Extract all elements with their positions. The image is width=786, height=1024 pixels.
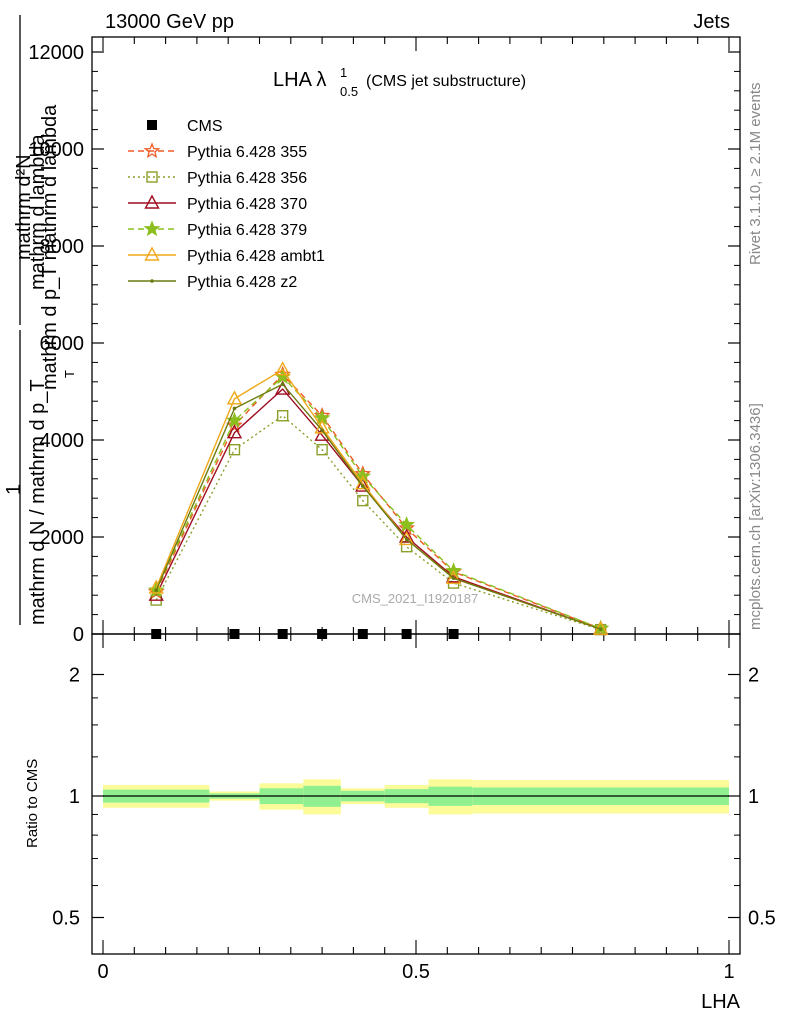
data-point: [226, 416, 243, 433]
rivet-label: Rivet 3.1.10, ≥ 2.1M events: [747, 83, 764, 266]
legend-label: Pythia 6.428 370: [187, 196, 307, 213]
legend-item: Pythia 6.428 370: [128, 194, 307, 213]
legend-label: Pythia 6.428 379: [187, 222, 307, 239]
data-point: [146, 171, 158, 183]
x-tick-label: 0.5: [402, 961, 430, 983]
ratio-y-tick-label-right: 0.5: [748, 908, 776, 930]
data-point: [357, 629, 368, 639]
series-line: [155, 388, 601, 630]
data-point: [148, 579, 164, 594]
title-sup: 1: [340, 65, 347, 80]
ratio-axis-ticks: 0.5 0.5 1 1 2 2 0 0.5 1: [52, 634, 776, 983]
watermark: CMS_2021_I1920187: [352, 591, 479, 606]
series-line: [155, 375, 601, 630]
data-point: [360, 484, 365, 488]
data-point: [277, 629, 288, 639]
data-point: [445, 569, 462, 584]
legend-label: Pythia 6.428 ambt1: [187, 248, 325, 265]
data-point: [398, 516, 415, 532]
data-point: [401, 629, 412, 639]
y-label-garbled3: T: [62, 370, 77, 378]
legend-label: Pythia 6.428 355: [187, 144, 307, 161]
legend-item: Pythia 6.428 ambt1: [128, 246, 325, 265]
data-point: [144, 246, 160, 261]
data-point: [398, 530, 415, 546]
legend-item: Pythia 6.428 379: [128, 220, 307, 239]
data-point: [229, 629, 240, 639]
data-point: [320, 428, 324, 433]
y-tick-label: 10000: [28, 139, 84, 161]
data-point: [355, 477, 371, 492]
data-point: [144, 194, 160, 209]
y-tick-label: 0: [73, 624, 84, 646]
title-note: (CMS jet substructure): [366, 73, 526, 90]
data-point: [151, 629, 162, 639]
header-left: 13000 GeV pp: [105, 11, 234, 33]
legend-item: Pythia 6.428 355: [128, 142, 307, 161]
data-point: [448, 629, 459, 639]
data-point: [228, 444, 241, 456]
data-point: [317, 629, 328, 639]
y-tick-label: 8000: [40, 236, 85, 258]
main-y-label: mathrm d²N mathrm d lambda 1 mathrm d N …: [3, 15, 77, 625]
y-tick-label: 4000: [40, 430, 85, 452]
y-tick-label: 12000: [28, 42, 84, 64]
y-label-lead: 1: [3, 484, 25, 495]
y-label-denominator: mathrm d p_T mathrm d lambda: [39, 104, 61, 390]
y-label-lead-den: mathrm d N / mathrm d p_T: [27, 379, 49, 625]
x-axis-label: LHA: [701, 991, 741, 1013]
series-cms: [151, 629, 459, 639]
data-point: [154, 588, 159, 593]
data-point: [150, 279, 154, 283]
y-tick-label: 2000: [40, 527, 85, 549]
x-tick-label: 1: [723, 961, 734, 983]
ratio-y-tick-label-right: 1: [748, 786, 759, 808]
data-point: [276, 410, 289, 422]
ratio-y-tick-label: 0.5: [52, 908, 80, 930]
ratio-y-tick-label: 2: [69, 665, 80, 687]
legend: CMS Pythia 6.428 355 Pythia 6.428 356 Pythi…: [128, 118, 325, 291]
ratio-y-tick-label: 1: [69, 786, 80, 808]
x-tick-label: 0: [97, 961, 108, 983]
data-point: [226, 390, 243, 405]
title-main: LHA λ: [273, 69, 326, 91]
header-right: Jets: [693, 11, 730, 33]
data-point: [226, 411, 243, 428]
y-label-numerator: mathrm d²N: [13, 154, 35, 260]
y-label-garbled1: mathrm d lambda: [27, 134, 49, 290]
data-point: [143, 142, 161, 159]
data-point: [147, 120, 157, 130]
y-tick-label: 6000: [40, 333, 85, 355]
series-line: [155, 383, 601, 630]
data-point: [357, 494, 369, 507]
data-point: [451, 576, 456, 581]
series-layer: [147, 361, 610, 639]
main-axis-ticks: 0 2000 4000 6000 8000 10000 12000: [28, 37, 740, 646]
ratio-y-tick-label-right: 2: [748, 665, 759, 687]
series-pythia-6-428-z2: [154, 382, 603, 631]
chart-title: LHA λ 1 0.5 (CMS jet substructure): [273, 65, 526, 99]
legend-item: Pythia 6.428 356: [128, 170, 307, 187]
mcplots-label: mcplots.cern.ch [arXiv:1306.3436]: [747, 403, 764, 630]
data-point: [274, 361, 291, 376]
data-point: [226, 424, 243, 439]
data-point: [404, 537, 409, 542]
ratio-y-label: Ratio to CMS: [24, 759, 41, 848]
data-point: [280, 382, 285, 387]
data-point: [598, 627, 603, 631]
data-point: [316, 444, 328, 456]
legend-label: Pythia 6.428 356: [187, 170, 307, 187]
ratio-uncertainty-band: [103, 779, 729, 815]
series-line: [155, 373, 601, 630]
legend-item: Pythia 6.428 z2: [128, 274, 297, 291]
legend-label: Pythia 6.428 z2: [187, 274, 297, 291]
legend-label: CMS: [187, 118, 223, 135]
legend-item: CMS: [147, 118, 223, 135]
title-sub: 0.5: [340, 84, 358, 99]
data-point: [143, 220, 161, 237]
data-point: [232, 406, 237, 411]
